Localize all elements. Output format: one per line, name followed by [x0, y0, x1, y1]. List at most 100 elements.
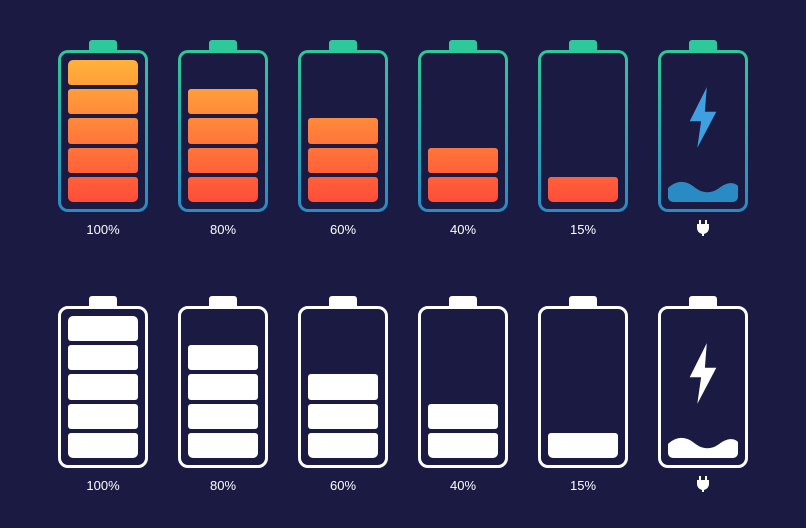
- battery-level: 40%: [418, 296, 508, 494]
- battery-body: [298, 50, 388, 212]
- battery-cell: [308, 118, 378, 143]
- battery-cap: [449, 40, 477, 50]
- battery-level: 80%: [178, 40, 268, 238]
- battery-cell: [188, 177, 258, 202]
- battery-body: [658, 306, 748, 468]
- battery-charging: [658, 296, 748, 494]
- battery-infographic: 100% 80% 60% 40% 15% 100% 80% 60% 40% 15%: [0, 0, 806, 528]
- plug-icon: [696, 476, 710, 494]
- battery-body: [538, 50, 628, 212]
- battery-percent-label: 40%: [450, 478, 476, 493]
- battery-cell: [308, 60, 378, 85]
- battery-percent-label: 60%: [330, 478, 356, 493]
- battery-cell: [68, 433, 138, 458]
- battery-cell: [428, 374, 498, 399]
- battery-level: 15%: [538, 296, 628, 494]
- battery-cell: [188, 404, 258, 429]
- battery-cap: [329, 40, 357, 50]
- battery-cell: [308, 148, 378, 173]
- battery-percent-label: 80%: [210, 478, 236, 493]
- battery-cell: [188, 316, 258, 341]
- battery-percent-label: 100%: [86, 222, 119, 237]
- battery-level: 60%: [298, 40, 388, 238]
- battery-cells: [428, 316, 498, 458]
- battery-icon: [418, 296, 508, 468]
- battery-row-color-row: 100% 80% 60% 40% 15%: [0, 40, 806, 238]
- battery-percent-label: 80%: [210, 222, 236, 237]
- battery-cells: [428, 60, 498, 202]
- battery-icon: [178, 296, 268, 468]
- lightning-bolt-icon: [684, 86, 722, 153]
- battery-icon: [418, 40, 508, 212]
- battery-cell: [188, 89, 258, 114]
- battery-icon: [58, 296, 148, 468]
- battery-cap: [89, 296, 117, 306]
- battery-cell: [308, 404, 378, 429]
- battery-cell: [308, 374, 378, 399]
- battery-cells: [308, 316, 378, 458]
- battery-charging: [658, 40, 748, 238]
- battery-icon: [538, 296, 628, 468]
- battery-row-mono-row: 100% 80% 60% 40% 15%: [0, 296, 806, 494]
- battery-cell: [548, 374, 618, 399]
- battery-icon: [658, 296, 748, 468]
- battery-cell: [188, 374, 258, 399]
- battery-cells: [548, 60, 618, 202]
- battery-cell: [548, 148, 618, 173]
- battery-cell: [428, 177, 498, 202]
- battery-cell: [308, 433, 378, 458]
- battery-cell: [188, 118, 258, 143]
- battery-percent-label: 40%: [450, 222, 476, 237]
- battery-percent-label: 15%: [570, 478, 596, 493]
- battery-cell: [548, 118, 618, 143]
- battery-cell: [68, 89, 138, 114]
- battery-level: 60%: [298, 296, 388, 494]
- battery-cell: [428, 433, 498, 458]
- battery-percent-label: 60%: [330, 222, 356, 237]
- battery-cell: [68, 148, 138, 173]
- battery-cap: [329, 296, 357, 306]
- battery-cell: [428, 345, 498, 370]
- battery-cell: [428, 404, 498, 429]
- battery-cells: [188, 60, 258, 202]
- battery-cell: [548, 433, 618, 458]
- battery-cell: [68, 316, 138, 341]
- battery-cells: [68, 316, 138, 458]
- battery-body: [658, 50, 748, 212]
- battery-body: [418, 306, 508, 468]
- battery-cell: [548, 404, 618, 429]
- battery-cell: [308, 89, 378, 114]
- battery-cell: [308, 316, 378, 341]
- battery-level: 100%: [58, 296, 148, 494]
- battery-level: 80%: [178, 296, 268, 494]
- battery-cell: [428, 89, 498, 114]
- battery-body: [298, 306, 388, 468]
- battery-icon: [178, 40, 268, 212]
- battery-cap: [89, 40, 117, 50]
- battery-cap: [689, 296, 717, 306]
- battery-cell: [188, 60, 258, 85]
- battery-level: 15%: [538, 40, 628, 238]
- battery-cell: [68, 404, 138, 429]
- battery-cell: [188, 345, 258, 370]
- battery-cell: [548, 345, 618, 370]
- battery-cell: [188, 148, 258, 173]
- battery-icon: [298, 40, 388, 212]
- battery-cell: [548, 177, 618, 202]
- battery-cell: [548, 89, 618, 114]
- battery-body: [58, 306, 148, 468]
- battery-cells: [188, 316, 258, 458]
- battery-cell: [308, 345, 378, 370]
- battery-cell: [308, 177, 378, 202]
- battery-level: 40%: [418, 40, 508, 238]
- battery-cell: [548, 60, 618, 85]
- battery-icon: [658, 40, 748, 212]
- battery-cell: [428, 60, 498, 85]
- battery-cell: [548, 316, 618, 341]
- battery-cap: [209, 296, 237, 306]
- battery-percent-label: 100%: [86, 478, 119, 493]
- battery-cell: [428, 148, 498, 173]
- battery-level: 100%: [58, 40, 148, 238]
- charge-wave-icon: [668, 436, 738, 458]
- battery-cell: [68, 60, 138, 85]
